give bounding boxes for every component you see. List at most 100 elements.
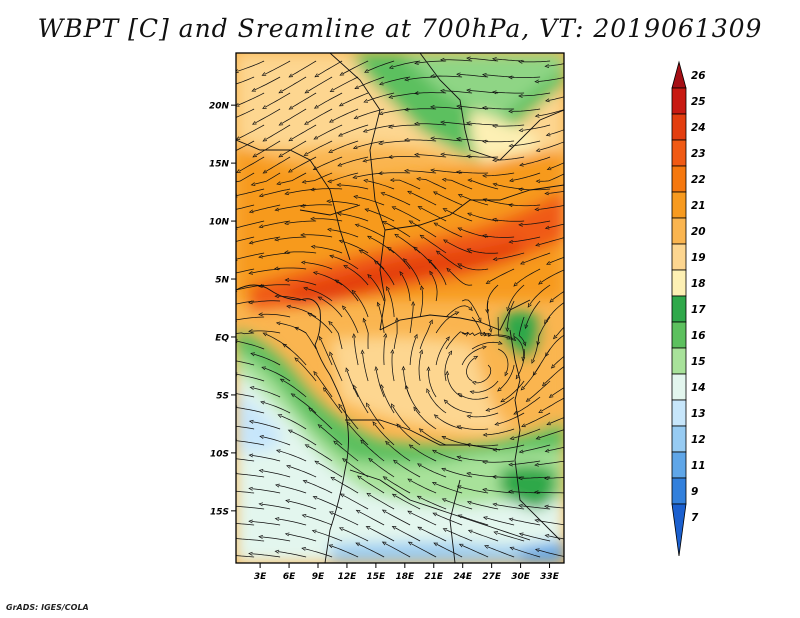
- streamline-arrow: [492, 447, 498, 452]
- streamline-arrow: [328, 320, 333, 326]
- streamline-arrow: [429, 270, 434, 276]
- streamline: [547, 190, 564, 194]
- streamline-arrow: [534, 548, 540, 553]
- streamline-arrow: [363, 179, 368, 183]
- streamline-arrow: [519, 162, 524, 167]
- streamline-arrow: [456, 485, 462, 489]
- streamline-arrow: [456, 455, 462, 460]
- streamline: [261, 313, 291, 318]
- streamline: [516, 396, 541, 414]
- streamline-arrow: [274, 207, 280, 212]
- streamline: [236, 490, 255, 494]
- streamline-arrow: [274, 517, 280, 522]
- streamline-arrow: [223, 521, 227, 524]
- streamline-arrow: [378, 141, 383, 146]
- streamline-arrow: [457, 194, 463, 198]
- streamline-arrow: [311, 529, 317, 534]
- streamline: [495, 219, 525, 222]
- streamline: [495, 58, 525, 62]
- streamline-arrow: [248, 300, 253, 305]
- streamline: [521, 220, 551, 226]
- streamline-arrow: [353, 384, 357, 390]
- streamline: [236, 188, 265, 197]
- streamline: [549, 256, 564, 264]
- streamline: [547, 477, 564, 479]
- streamline: [495, 156, 525, 161]
- streamline: [331, 512, 359, 526]
- streamline: [236, 440, 265, 446]
- streamline-arrow: [250, 352, 255, 357]
- streamline-arrow: [544, 191, 549, 196]
- streamline: [316, 92, 343, 108]
- streamline-arrow: [284, 250, 289, 255]
- streamline-arrow: [388, 124, 393, 129]
- streamline: [512, 428, 541, 439]
- streamline-arrow: [383, 332, 388, 338]
- streamline-arrow: [284, 532, 290, 537]
- streamline-arrow: [388, 154, 393, 159]
- streamline-arrow: [417, 206, 423, 210]
- streamline-arrow: [445, 336, 450, 341]
- streamline-arrow: [481, 72, 487, 77]
- streamline-arrow: [426, 366, 431, 371]
- streamline: [407, 76, 437, 80]
- streamline: [392, 406, 411, 430]
- streamline-arrow: [545, 98, 550, 103]
- streamline: [389, 248, 411, 270]
- colorbar-label: 9: [691, 486, 698, 498]
- streamline-arrow: [414, 91, 419, 96]
- streamline: [387, 288, 395, 318]
- streamline: [261, 252, 291, 258]
- streamline-arrow: [390, 348, 395, 354]
- streamline: [417, 123, 447, 126]
- streamline: [538, 549, 564, 557]
- streamline: [278, 485, 307, 494]
- streamline-arrow: [433, 222, 439, 227]
- streamline-arrow: [513, 410, 518, 415]
- streamline: [448, 269, 473, 286]
- streamline-arrow: [518, 128, 524, 133]
- streamline-arrow: [224, 210, 228, 213]
- lon-tick-label: 27E: [482, 572, 502, 582]
- streamline-arrow: [456, 425, 462, 429]
- streamline: [495, 444, 525, 451]
- streamline-arrow: [337, 132, 343, 137]
- colorbar-label: 17: [691, 304, 706, 316]
- streamline: [340, 406, 359, 430]
- lat-tick-label: 5N: [215, 276, 229, 286]
- streamline: [314, 530, 343, 542]
- streamline: [354, 387, 369, 414]
- streamline-arrow: [513, 282, 518, 287]
- streamline: [487, 332, 514, 340]
- streamline: [427, 391, 447, 414]
- streamline-arrow: [534, 207, 539, 212]
- streamline: [433, 169, 463, 174]
- streamline-arrow: [455, 137, 461, 141]
- streamline-arrow: [481, 106, 487, 110]
- streamline: [261, 503, 291, 510]
- streamline-arrow: [413, 333, 418, 339]
- streamline-arrow: [492, 502, 498, 507]
- colorbar-label: 26: [691, 70, 706, 82]
- streamline-arrow: [443, 399, 449, 404]
- streamline-arrow: [304, 89, 310, 94]
- streamline: [394, 495, 421, 510]
- streamline: [433, 137, 463, 142]
- streamline: [375, 369, 385, 398]
- streamline: [410, 543, 437, 558]
- streamline: [342, 60, 369, 75]
- streamline-arrow: [329, 254, 334, 259]
- streamline-arrow: [277, 414, 283, 418]
- streamline-arrow: [251, 87, 256, 92]
- streamline-arrow: [382, 476, 388, 481]
- streamline-arrow: [259, 435, 264, 439]
- streamline: [236, 538, 265, 542]
- streamline: [409, 336, 417, 366]
- streamline-arrow: [482, 139, 487, 144]
- streamline: [419, 178, 447, 190]
- streamline: [316, 124, 343, 139]
- streamline: [443, 90, 473, 94]
- streamline-arrow: [354, 85, 359, 89]
- streamline: [538, 141, 564, 151]
